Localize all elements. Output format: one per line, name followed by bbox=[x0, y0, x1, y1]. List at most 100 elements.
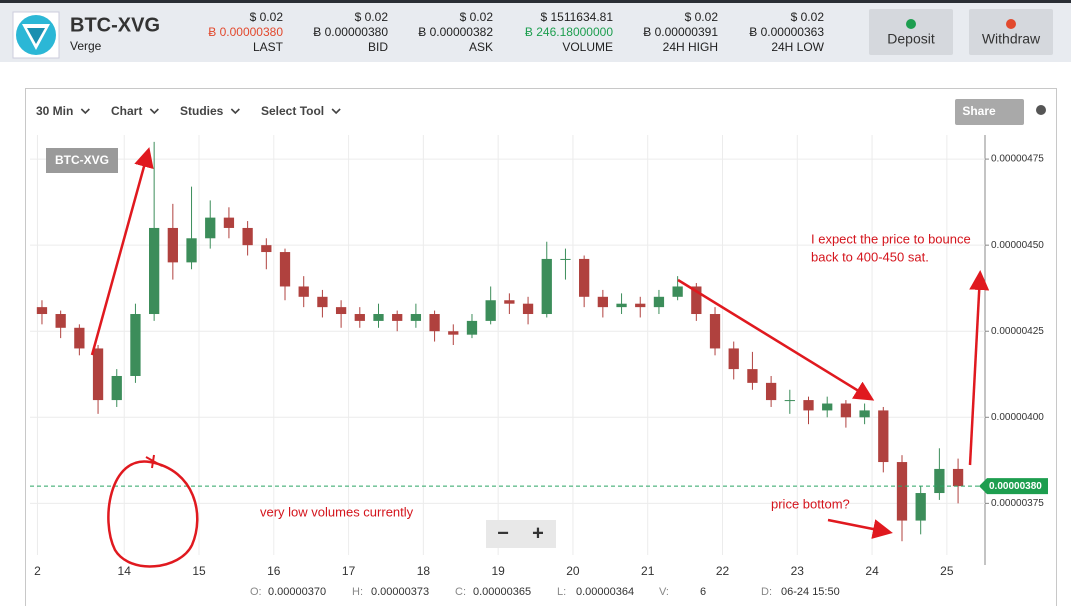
x-tick-label: 22 bbox=[716, 564, 730, 578]
annotation-circle bbox=[107, 460, 199, 568]
stat-usd: $ 1511634.81 bbox=[540, 10, 613, 24]
candle-body bbox=[354, 314, 365, 321]
candle-body bbox=[541, 258, 552, 315]
candle-body bbox=[934, 468, 945, 494]
candle-body bbox=[111, 375, 122, 401]
stat-label: ASK bbox=[469, 40, 493, 54]
settings-icon[interactable] bbox=[1036, 105, 1046, 115]
stat-btc: Ƀ 0.00000382 bbox=[418, 25, 493, 39]
info-value: 0.00000365 bbox=[473, 586, 531, 598]
candle-body bbox=[747, 369, 758, 383]
withdraw-button[interactable] bbox=[969, 9, 1053, 55]
annotation-mark bbox=[145, 454, 163, 469]
candle-body bbox=[448, 331, 459, 335]
info-label: C: bbox=[455, 586, 466, 598]
dropdown-caret bbox=[149, 108, 159, 115]
stat-usd: $ 0.02 bbox=[791, 10, 825, 24]
symbol: BTC-XVG bbox=[70, 14, 160, 36]
candle-body bbox=[635, 303, 646, 308]
candle-body bbox=[859, 410, 870, 418]
dropdown-caret bbox=[230, 108, 240, 115]
deposit-icon bbox=[906, 19, 916, 29]
info-value: 0.00000373 bbox=[371, 586, 429, 598]
x-tick-label: 20 bbox=[566, 564, 580, 578]
candle-body bbox=[522, 303, 534, 315]
annotation: back to 400-450 sat. bbox=[811, 249, 929, 264]
last-price-tag bbox=[979, 478, 1048, 495]
dropdown-caret bbox=[80, 108, 90, 115]
annotation-arrow bbox=[677, 278, 875, 401]
dropdown-caret bbox=[331, 108, 341, 115]
candle-body bbox=[765, 382, 777, 401]
y-tick-label: 0.00000450 bbox=[991, 240, 1044, 251]
candle-body bbox=[279, 252, 291, 287]
candle-body bbox=[952, 468, 964, 487]
withdraw-label[interactable]: Withdraw bbox=[982, 31, 1041, 47]
stat-label: 24H LOW bbox=[771, 40, 824, 54]
toolbar-item[interactable]: Chart bbox=[111, 104, 142, 118]
x-tick-label: 23 bbox=[791, 564, 805, 578]
toolbar-item[interactable]: Select Tool bbox=[261, 104, 324, 118]
annotation-arrow bbox=[827, 518, 893, 539]
candle-body bbox=[167, 227, 178, 263]
x-tick-label: 16 bbox=[267, 564, 281, 578]
candle-body bbox=[822, 403, 833, 411]
coin-name: Verge bbox=[70, 39, 102, 53]
candle-body bbox=[186, 238, 197, 263]
annotation-arrow bbox=[90, 147, 154, 356]
info-label: D: bbox=[761, 586, 772, 598]
candle-body bbox=[896, 462, 908, 521]
y-tick-label: 0.00000475 bbox=[991, 154, 1044, 165]
toolbar-item[interactable]: Studies bbox=[180, 104, 224, 118]
x-tick-label: 18 bbox=[417, 564, 431, 578]
candle-body bbox=[784, 400, 795, 402]
candle-body bbox=[74, 327, 85, 349]
stat-usd: $ 0.02 bbox=[250, 10, 284, 24]
stat-label: BID bbox=[368, 40, 388, 54]
candle-body bbox=[504, 300, 515, 304]
stat-usd: $ 0.02 bbox=[355, 10, 389, 24]
stat-usd: $ 0.02 bbox=[685, 10, 719, 24]
annotation-arrow bbox=[968, 270, 990, 466]
candle-body bbox=[149, 227, 160, 315]
y-tick-label: 0.00000400 bbox=[991, 412, 1044, 423]
candle-body bbox=[709, 314, 721, 349]
share-button[interactable] bbox=[955, 99, 1024, 125]
candle-body bbox=[728, 348, 739, 370]
info-value: 0.00000364 bbox=[576, 586, 634, 598]
x-tick-label: 2 bbox=[34, 564, 41, 578]
candle-body bbox=[915, 493, 926, 521]
stat-btc: Ƀ 0.00000391 bbox=[643, 25, 718, 39]
logo-mark-inner bbox=[27, 28, 45, 44]
candle-body bbox=[878, 410, 889, 463]
symbol-badge-label: BTC-XVG bbox=[55, 153, 109, 167]
top-strip bbox=[0, 0, 1071, 3]
deposit-button[interactable] bbox=[869, 9, 953, 55]
annotation: very low volumes currently bbox=[260, 504, 414, 519]
candle-body bbox=[205, 217, 216, 239]
last-price-label: 0.00000380 bbox=[989, 481, 1042, 492]
stat-usd: $ 0.02 bbox=[460, 10, 494, 24]
candle-body bbox=[840, 403, 852, 418]
stat-btc: Ƀ 0.00000363 bbox=[749, 25, 824, 39]
candle-body bbox=[261, 245, 272, 253]
zoom-in[interactable]: + bbox=[532, 522, 544, 544]
x-tick-label: 17 bbox=[342, 564, 356, 578]
x-tick-label: 14 bbox=[118, 564, 132, 578]
candle-body bbox=[579, 258, 590, 297]
candle-body bbox=[653, 296, 665, 308]
y-tick-label: 0.00000375 bbox=[991, 498, 1044, 509]
candle-body bbox=[672, 286, 683, 297]
candle-body bbox=[92, 348, 104, 401]
candle-body bbox=[410, 314, 422, 321]
candle-body bbox=[373, 314, 384, 321]
zoom-out[interactable]: − bbox=[497, 522, 509, 544]
deposit-label[interactable]: Deposit bbox=[887, 31, 935, 47]
x-tick-label: 15 bbox=[192, 564, 206, 578]
toolbar-item[interactable]: 30 Min bbox=[36, 104, 73, 118]
share-label[interactable]: Share bbox=[962, 104, 996, 118]
candle-body bbox=[616, 303, 627, 308]
candle-body bbox=[392, 314, 403, 321]
candle-body bbox=[317, 296, 328, 308]
